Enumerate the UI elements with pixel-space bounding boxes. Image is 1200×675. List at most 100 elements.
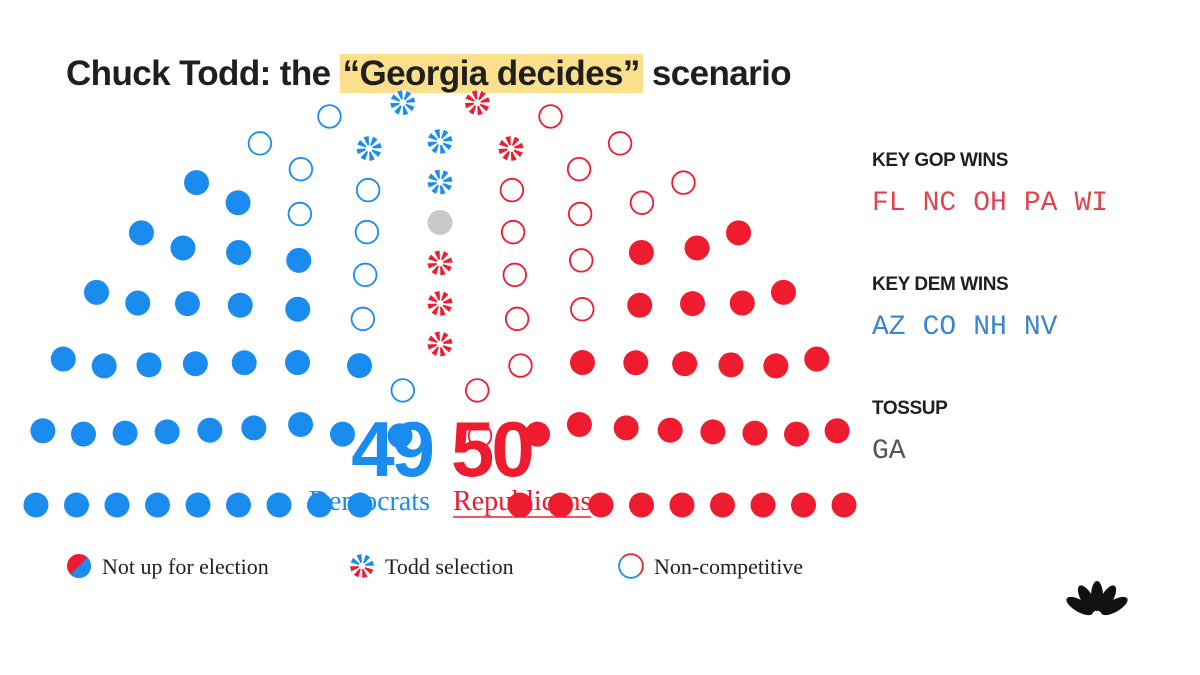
seat-democrats-not-up-for-election — [182, 351, 208, 377]
seat-democrats-non-competitive — [390, 378, 415, 403]
state-oh: OH — [973, 188, 1007, 219]
seat-democrats-not-up-for-election — [227, 292, 253, 318]
seat-republicans-not-up-for-election — [613, 415, 639, 441]
seat-democrats-not-up-for-election — [285, 296, 311, 322]
seat-democrats-not-up-for-election — [241, 415, 267, 441]
seat-democrats-not-up-for-election — [387, 423, 413, 449]
seat-republicans-not-up-for-election — [657, 417, 683, 443]
seat-republicans-not-up-for-election — [629, 492, 654, 518]
tossup-states: GA — [872, 436, 923, 467]
seat-democrats-non-competitive — [350, 306, 376, 332]
state-nv: NV — [1023, 312, 1058, 343]
seat-republicans-non-competitive — [504, 306, 530, 332]
seat-democrats-not-up-for-election — [288, 412, 314, 437]
seat-republicans-not-up-for-election — [588, 492, 614, 518]
seat-republicans-not-up-for-election — [569, 350, 595, 376]
seat-republicans-not-up-for-election — [566, 412, 592, 437]
seat-republicans-non-competitive — [567, 201, 593, 227]
seat-democrats-not-up-for-election — [347, 353, 372, 379]
seat-republicans-not-up-for-election — [791, 492, 816, 518]
seat-democrats-not-up-for-election — [185, 492, 211, 518]
seat-totals: 49 50 Democrats Republicans — [309, 405, 592, 518]
legend-label-todd: Todd selection — [385, 554, 514, 579]
legend-item-noncomp: Non-competitive — [618, 553, 803, 579]
seat-grid — [23, 90, 857, 518]
seat-democrats-not-up-for-election — [104, 492, 130, 518]
seat-democrats-todd-selection — [427, 129, 453, 154]
seat-democrats-non-competitive — [353, 262, 378, 288]
seat-republicans-non-competitive — [538, 104, 563, 129]
legend-item-todd: Todd selection — [350, 554, 514, 579]
title-text-end: scenario — [642, 54, 792, 93]
seat-democrats-not-up-for-election — [112, 420, 138, 446]
seat-democrats-todd-selection — [427, 169, 453, 195]
seat-republicans-not-up-for-election — [824, 418, 850, 444]
state-ga: GA — [872, 436, 906, 467]
key-gop-wins-states: FL NC OH PA WI — [872, 188, 1125, 219]
nbc-peacock-logo — [1060, 581, 1134, 624]
seat-democrats-not-up-for-election — [347, 492, 373, 518]
seat-republicans-non-competitive — [629, 190, 655, 215]
seat-republicans-not-up-for-election — [672, 351, 698, 377]
seat-democrats-not-up-for-election — [225, 190, 251, 216]
state-nh: NH — [973, 312, 1007, 343]
state-pa: PA — [1023, 188, 1058, 219]
seat-republicans-non-competitive — [502, 262, 527, 288]
seat-democrats-not-up-for-election — [91, 353, 117, 379]
seat-democrats-not-up-for-election — [197, 417, 223, 443]
seat-democrats-not-up-for-election — [226, 492, 251, 518]
state-nc: NC — [922, 188, 957, 219]
seat-democrats-not-up-for-election — [23, 492, 49, 518]
seat-republicans-not-up-for-election — [524, 421, 550, 447]
seat-democrats-not-up-for-election — [128, 220, 154, 246]
legend-swatch-noncomp — [618, 553, 644, 579]
seat-democrats-todd-selection — [390, 90, 416, 116]
seat-democrats-not-up-for-election — [226, 239, 252, 265]
seat-democrats-not-up-for-election — [64, 492, 89, 518]
seat-democrats-not-up-for-election — [231, 350, 257, 376]
seat-republicans-non-competitive — [671, 170, 696, 195]
seat-democrats-not-up-for-election — [285, 350, 311, 376]
seat-republicans-non-competitive — [465, 378, 490, 403]
seat-republicans-not-up-for-election — [684, 235, 710, 261]
seat-democrats-not-up-for-election — [330, 421, 356, 447]
key-dem-wins-states: AZ CO NH NV — [872, 312, 1074, 343]
state-az: AZ — [872, 312, 906, 343]
seat-democrats-not-up-for-election — [184, 170, 210, 196]
seat-republicans-non-competitive — [499, 177, 525, 203]
seat-democrats-not-up-for-election — [125, 290, 151, 316]
key-dem-wins-heading: KEY DEM WINS — [872, 274, 1009, 295]
seat-republicans-not-up-for-election — [548, 492, 573, 518]
seat-tossup-tossup — [427, 210, 453, 235]
state-fl: FL — [872, 188, 906, 219]
seat-democrats-not-up-for-election — [84, 279, 110, 305]
tossup-heading: TOSSUP — [872, 398, 948, 419]
seat-democrats-non-competitive — [247, 131, 273, 156]
seat-republicans-todd-selection — [498, 135, 524, 161]
seat-republicans-non-competitive — [569, 248, 594, 273]
dem-label: Democrats — [309, 486, 430, 517]
seat-democrats-not-up-for-election — [154, 419, 180, 445]
seat-republicans-non-competitive — [566, 156, 592, 182]
seat-republicans-non-competitive — [607, 131, 633, 156]
seat-republicans-not-up-for-election — [784, 421, 810, 447]
seat-democrats-not-up-for-election — [286, 247, 312, 273]
seat-republicans-todd-selection — [464, 90, 490, 116]
legend-swatch-not_up — [67, 554, 92, 579]
seat-republicans-not-up-for-election — [742, 420, 768, 446]
seat-democrats-todd-selection — [356, 135, 382, 161]
gop-label: Republicans — [453, 486, 591, 517]
chart-legend: Not up for election Todd selection Non-com… — [67, 553, 803, 579]
seat-republicans-not-up-for-election — [669, 492, 695, 518]
seat-democrats-not-up-for-election — [136, 352, 162, 378]
seat-democrats-not-up-for-election — [70, 421, 96, 447]
seat-democrats-non-competitive — [354, 219, 380, 245]
seat-democrats-non-competitive — [317, 104, 342, 129]
gop-seat-count: 50 — [451, 405, 532, 493]
seat-democrats-not-up-for-election — [174, 291, 200, 317]
seat-republicans-not-up-for-election — [726, 220, 752, 246]
seat-republicans-not-up-for-election — [700, 419, 726, 445]
seat-democrats-not-up-for-election — [50, 346, 76, 372]
seat-republicans-not-up-for-election — [710, 492, 735, 518]
